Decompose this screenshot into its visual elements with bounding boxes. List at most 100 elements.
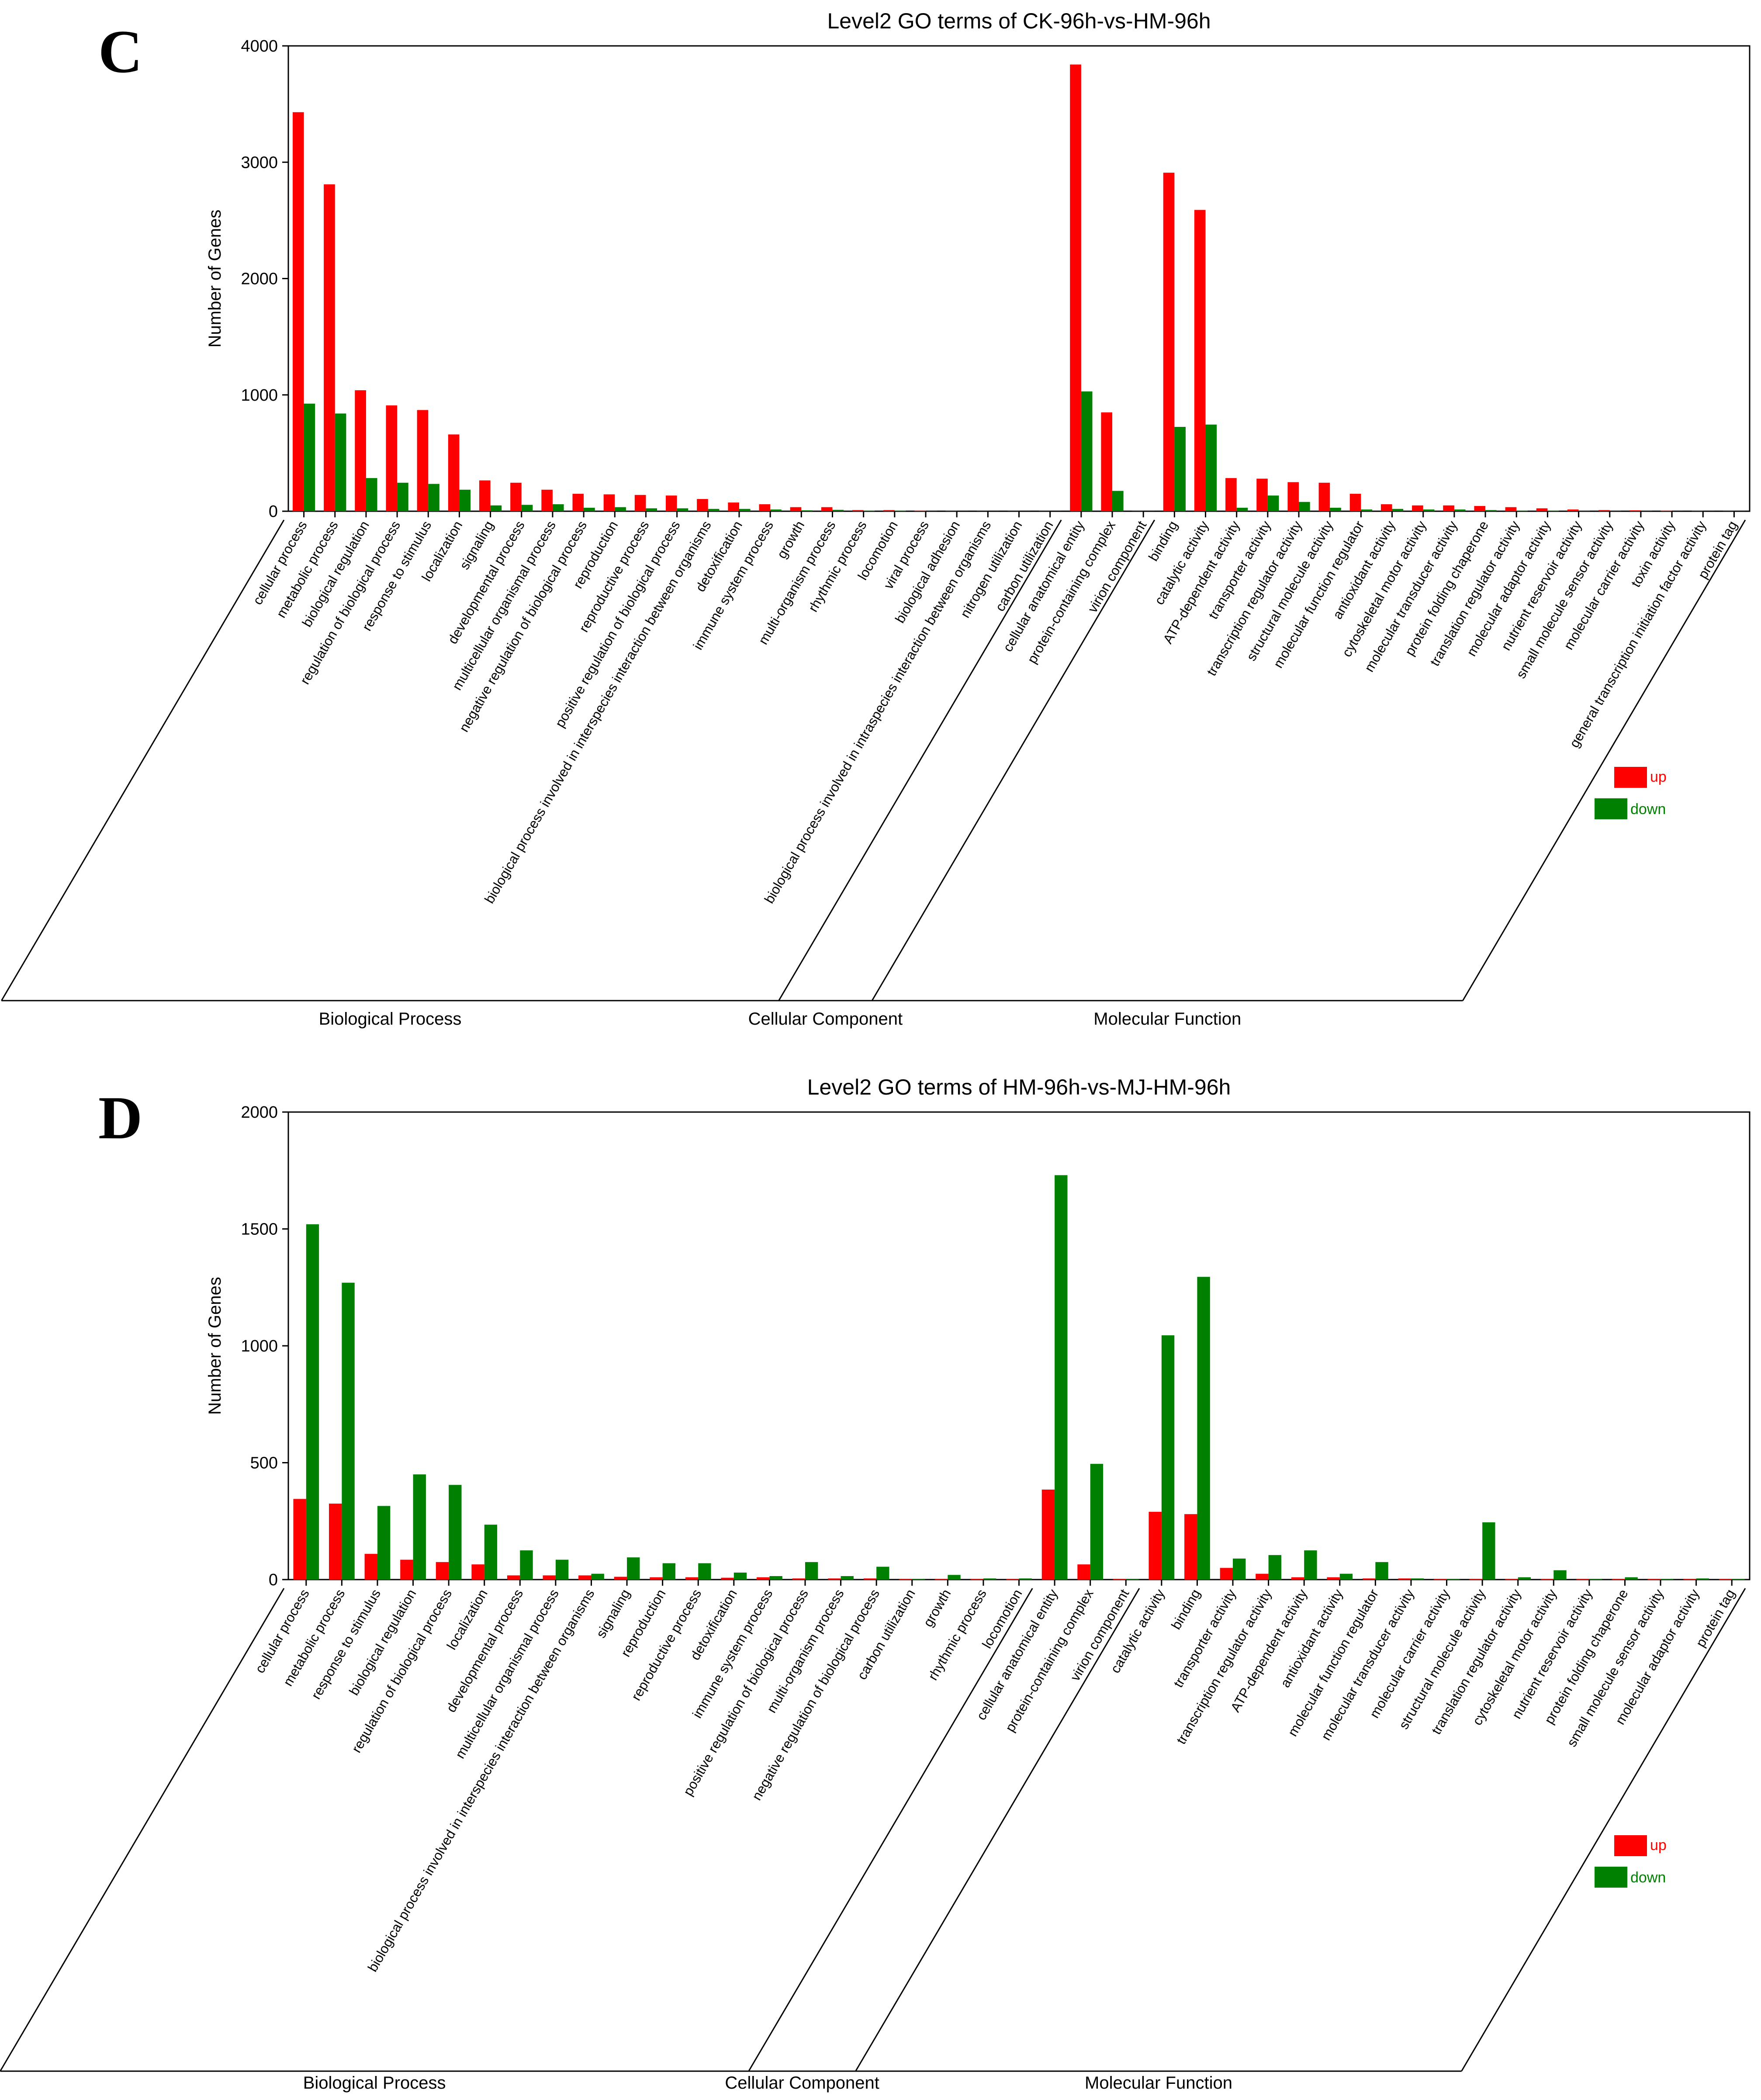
bar-down — [1233, 1558, 1246, 1580]
y-tick-label: 0 — [269, 502, 278, 521]
bar-down — [1174, 426, 1186, 511]
bar-down — [1304, 1550, 1317, 1580]
group-label: Cellular Component — [725, 2073, 879, 2093]
bar-down — [1485, 510, 1497, 511]
bar-up — [650, 1577, 663, 1580]
bar-up — [1469, 1579, 1483, 1580]
bar-down — [1126, 1579, 1139, 1580]
bar-down — [1267, 496, 1279, 511]
go-chart-d: D Level2 GO terms of HM-96h-vs-MJ-HM-96h N… — [0, 1075, 1751, 2093]
bar-down — [555, 1559, 569, 1580]
group-separator — [1461, 1588, 1746, 2072]
bar-up — [1101, 412, 1113, 511]
y-tick-label: 0 — [269, 1571, 278, 1589]
bar-up — [1163, 173, 1175, 511]
bar-up — [1149, 1511, 1162, 1580]
group-separator — [855, 1588, 1140, 2072]
plot-frame — [287, 45, 1751, 512]
bar-up — [386, 405, 398, 511]
x-tick-label: transporter activity — [1170, 1587, 1239, 1690]
bar-up — [1184, 1514, 1197, 1580]
bar-up — [507, 1575, 520, 1580]
bar-down — [335, 413, 346, 511]
bar-up — [1434, 1579, 1447, 1580]
bar-down — [1375, 1562, 1388, 1580]
bar-down — [646, 508, 657, 511]
y-tick-label: 1000 — [241, 386, 278, 405]
bar-down — [591, 1573, 604, 1580]
bar-up — [1443, 505, 1454, 511]
bar-up — [436, 1562, 449, 1580]
bar-down — [1423, 509, 1435, 511]
bar-down — [1696, 1578, 1709, 1580]
bar-up — [1362, 1578, 1376, 1580]
bar-up — [666, 496, 677, 511]
bar-down — [662, 1563, 676, 1580]
bar-up — [1318, 482, 1330, 511]
bar-up — [471, 1564, 484, 1580]
bar-down — [1205, 424, 1217, 511]
bar-up — [1536, 508, 1548, 511]
chart-title: Level2 GO terms of CK-96h-vs-HM-96h — [827, 9, 1211, 33]
group-separator — [1462, 520, 1746, 1001]
x-tick-label: antioxidant activity — [1277, 1587, 1346, 1690]
bar-up — [899, 1579, 912, 1580]
legend-swatch-up — [1614, 767, 1647, 788]
bar-up — [292, 112, 304, 511]
y-tick-label: 3000 — [241, 153, 278, 172]
x-tick-label: signaling — [593, 1587, 633, 1640]
bar-down — [366, 478, 377, 511]
bar-up — [329, 1504, 342, 1580]
bar-down — [769, 1576, 782, 1580]
bar-down — [521, 505, 533, 511]
bar-down — [627, 1557, 640, 1580]
bar-down — [397, 482, 408, 511]
panel-letter: D — [98, 1084, 142, 1152]
bar-up — [572, 494, 584, 511]
bar-down — [1589, 1579, 1602, 1580]
bar-up — [510, 482, 522, 511]
y-tick-label: 2000 — [241, 1103, 278, 1122]
bar-down — [1732, 1579, 1745, 1580]
bar-up — [1412, 505, 1423, 511]
bar-up — [1194, 210, 1206, 512]
bar-up — [1380, 504, 1392, 511]
group-separator — [748, 1588, 1033, 2072]
legend-label-up: up — [1650, 769, 1667, 785]
bar-down — [1454, 509, 1466, 511]
group-separator — [0, 1588, 285, 2072]
bar-up — [1327, 1577, 1340, 1580]
bar-up — [400, 1559, 413, 1580]
bar-up — [1349, 494, 1361, 511]
bar-up — [1077, 1564, 1090, 1580]
panel-letter: C — [98, 18, 142, 86]
bar-down — [484, 1525, 498, 1580]
bar-down — [306, 1224, 319, 1580]
bar-up — [1113, 1579, 1126, 1580]
bar-up — [578, 1575, 592, 1580]
bar-down — [449, 1485, 462, 1580]
bar-down — [459, 489, 471, 511]
bar-up — [1287, 482, 1299, 511]
x-tick-label: binding — [1168, 1587, 1203, 1632]
group-label: Biological Process — [303, 2073, 446, 2093]
group-separator — [871, 520, 1156, 1001]
legend-label-up: up — [1650, 1837, 1667, 1854]
chart-title: Level2 GO terms of HM-96h-vs-MJ-HM-96h — [807, 1075, 1231, 1099]
bar-up — [759, 504, 771, 511]
bar-up — [364, 1554, 377, 1580]
bar-up — [821, 507, 833, 511]
bar-down — [1055, 1175, 1068, 1580]
legend-swatch-up — [1614, 1835, 1647, 1856]
bar-down — [805, 1562, 818, 1580]
legend-label-down: down — [1630, 801, 1666, 818]
bar-up — [1567, 509, 1579, 511]
bar-up — [697, 499, 708, 511]
bar-up — [603, 494, 615, 511]
bar-down — [832, 509, 844, 511]
bar-down — [520, 1550, 533, 1580]
bar-up — [1225, 478, 1237, 511]
bar-down — [801, 510, 813, 511]
y-tick-label: 1000 — [241, 1337, 278, 1355]
bar-up — [1647, 1579, 1661, 1580]
